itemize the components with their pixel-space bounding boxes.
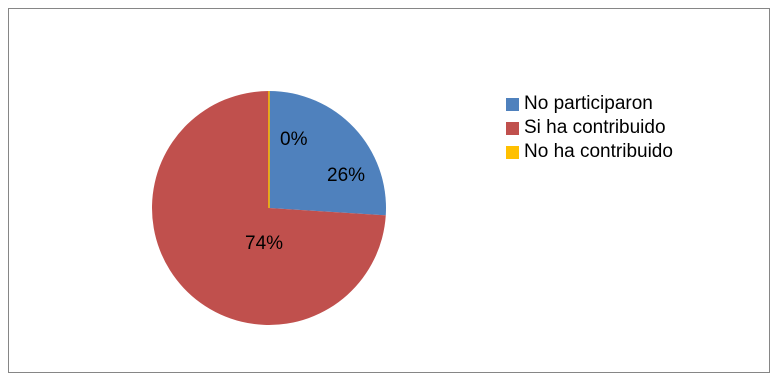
slice-no-participaron — [269, 91, 386, 216]
legend-swatch-si-ha-contribuido — [506, 122, 519, 135]
legend-item-no-ha-contribuido: No ha contribuido — [506, 140, 674, 164]
legend-item-no-participaron: No participaron — [506, 92, 674, 116]
legend-label-no-ha-contribuido: No ha contribuido — [524, 141, 673, 162]
legend-label-si-ha-contribuido: Si ha contribuido — [524, 117, 666, 138]
chart-area: 26% 74% 0% No participaron Si ha contribui… — [8, 8, 770, 373]
legend-label-no-participaron: No participaron — [524, 93, 653, 114]
data-label-no-participaron: 26% — [327, 165, 365, 186]
legend-item-si-ha-contribuido: Si ha contribuido — [506, 116, 674, 140]
pie-chart: 26% 74% 0% — [152, 91, 386, 325]
data-label-si-ha-contribuido: 74% — [245, 233, 283, 254]
legend-swatch-no-ha-contribuido — [506, 146, 519, 159]
legend: No participaron Si ha contribuido No ha … — [506, 92, 706, 164]
data-label-no-ha-contribuido: 0% — [280, 129, 308, 150]
legend-swatch-no-participaron — [506, 98, 519, 111]
